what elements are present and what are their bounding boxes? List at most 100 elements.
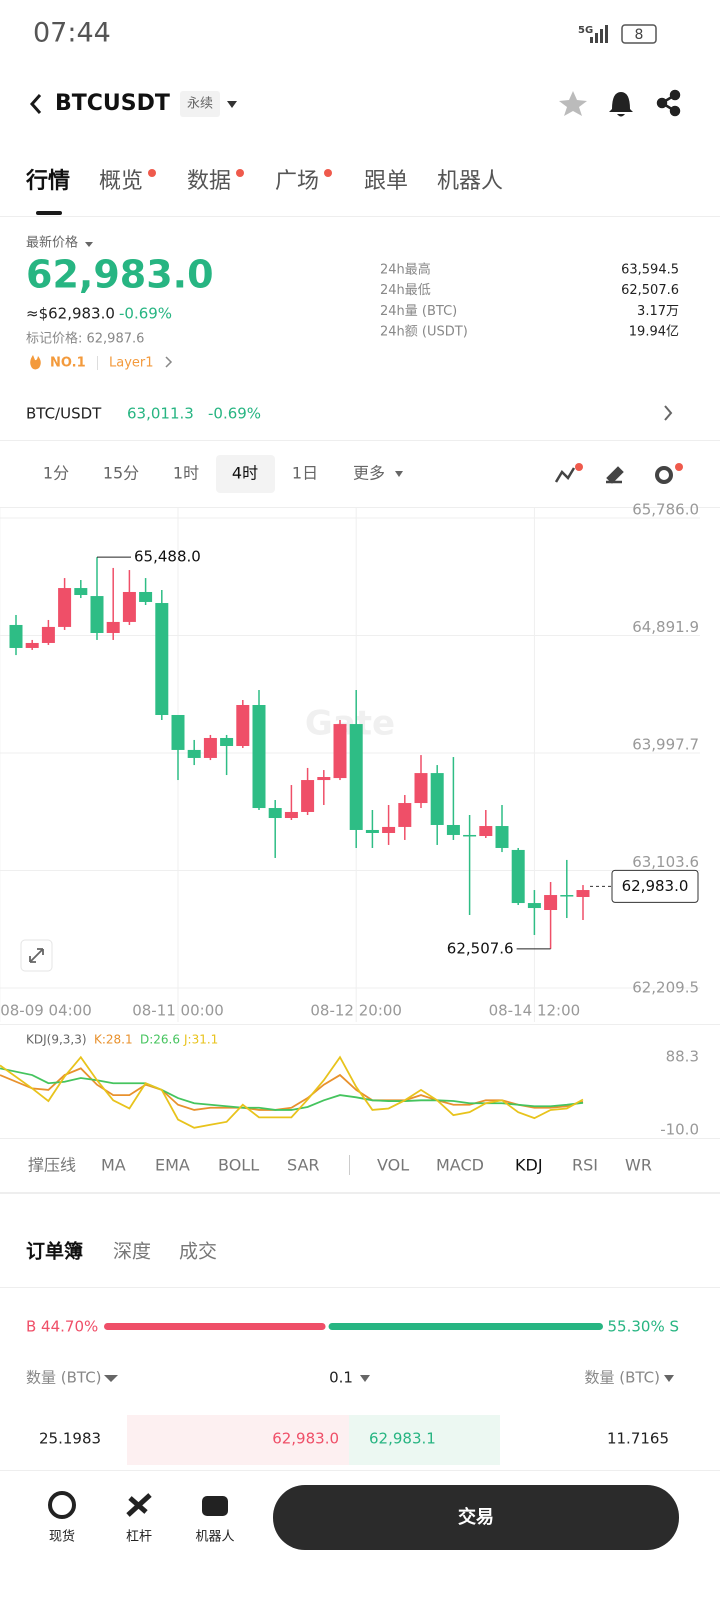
buy-ratio: B 44.70%: [26, 1318, 98, 1336]
tab-underline: [36, 211, 62, 215]
tab[interactable]: 概览: [99, 169, 143, 194]
stat-label: 24h额 (USDT): [380, 325, 468, 340]
candle-body: [414, 773, 428, 804]
tab[interactable]: 跟单: [364, 169, 408, 194]
candle-body: [511, 849, 525, 904]
battery-icon: [621, 24, 657, 44]
dropdown-icon[interactable]: [395, 471, 403, 477]
interval[interactable]: 1分: [43, 464, 69, 483]
interval[interactable]: 1日: [292, 464, 318, 483]
flame-icon: [30, 355, 41, 370]
chevron[interactable]: [165, 356, 173, 368]
star-icon[interactable]: [559, 91, 587, 116]
column-header: 数量 (BTC): [584, 1369, 660, 1387]
last-price-box: [611, 869, 699, 903]
last-price-label: 62,983.0: [622, 877, 689, 895]
bid-depth: [127, 1415, 349, 1465]
kdj-line: [0, 1067, 584, 1111]
kdj-line: [0, 1055, 584, 1129]
active-interval: [216, 455, 275, 493]
settings-icon[interactable]: [655, 466, 673, 484]
price-label: 最新价格: [26, 235, 78, 251]
column-header: 数量 (BTC): [26, 1369, 102, 1387]
candle-body: [171, 714, 185, 750]
back-icon[interactable]: [29, 94, 42, 114]
nav-label[interactable]: 机器人: [195, 1530, 234, 1545]
candle-body: [9, 624, 23, 648]
indicator-tab[interactable]: SAR: [287, 1156, 320, 1175]
candle-body: [284, 811, 298, 819]
y-tick-label: 63,997.7: [632, 736, 699, 754]
candle-body: [544, 895, 558, 911]
legend-entry: J:31.1: [183, 1033, 218, 1047]
candle-body: [301, 780, 315, 812]
robot-icon[interactable]: [202, 1496, 228, 1516]
indicator-tab[interactable]: RSI: [572, 1156, 598, 1175]
indicator-tab[interactable]: KDJ: [515, 1156, 543, 1175]
sell-ratio: 55.30% S: [608, 1318, 679, 1336]
stat-value: 3.17万: [637, 304, 679, 319]
stat-value: 62,507.6: [621, 283, 679, 298]
y-tick-label: -10.0: [660, 1121, 699, 1139]
indicator-tab[interactable]: MA: [101, 1156, 126, 1175]
spot-icon[interactable]: [48, 1491, 76, 1519]
rank: NO.1: [50, 356, 86, 371]
indicator-icon[interactable]: [554, 467, 576, 483]
candle-body: [106, 621, 120, 633]
margin-icon[interactable]: [126, 1493, 152, 1517]
network: 5G: [578, 25, 593, 36]
chevron[interactable]: [664, 405, 673, 421]
tag: 永续: [187, 97, 213, 112]
trade-button-label[interactable]: 交易: [458, 1506, 494, 1528]
indicator-tab[interactable]: VOL: [377, 1156, 409, 1175]
candle-body: [317, 777, 331, 781]
battery: 8: [635, 27, 644, 43]
bell-icon[interactable]: [609, 92, 633, 117]
candle-body: [236, 705, 250, 747]
interval[interactable]: 1时: [173, 464, 199, 483]
x-tick-label: 08-12 20:00: [310, 1002, 402, 1020]
legend-entry: D:26.6: [140, 1033, 180, 1047]
tab[interactable]: 广场: [275, 169, 319, 194]
orderbook-tab[interactable]: 订单簿: [26, 1240, 83, 1263]
indicator-tab[interactable]: 撑压线: [28, 1156, 76, 1175]
dropdown-icon[interactable]: [227, 101, 237, 108]
share-icon[interactable]: [656, 89, 681, 117]
indicator-tab[interactable]: BOLL: [218, 1156, 259, 1175]
interval[interactable]: 15分: [103, 464, 139, 483]
draw-icon[interactable]: [606, 466, 624, 484]
orderbook-tab[interactable]: 成交: [179, 1241, 217, 1263]
candle-body: [155, 603, 169, 715]
column-header[interactable]: 0.1: [329, 1369, 353, 1387]
symbol[interactable]: BTCUSDT: [55, 91, 170, 116]
tab[interactable]: 数据: [187, 169, 231, 194]
spot-pair[interactable]: BTC/USDT: [26, 405, 102, 423]
tag-bg: [180, 91, 220, 117]
candle-body: [41, 626, 55, 643]
tab[interactable]: 行情: [25, 168, 70, 194]
candle-body: [560, 895, 574, 897]
indicator-tab[interactable]: MACD: [436, 1156, 484, 1175]
stat-value: 19.94亿: [629, 325, 679, 340]
interval[interactable]: 更多: [353, 464, 385, 483]
nav-label[interactable]: 杠杆: [126, 1529, 152, 1545]
trade-button[interactable]: [273, 1485, 679, 1550]
last-price: 62,983.0: [26, 253, 214, 297]
tab[interactable]: 机器人: [437, 169, 503, 194]
candle-body: [58, 588, 72, 627]
y-tick-label: 65,786.0: [632, 501, 699, 519]
nav-label[interactable]: 现货: [49, 1529, 75, 1545]
high-label: 65,488.0: [134, 548, 201, 566]
candle-body: [430, 773, 444, 825]
orderbook-tab[interactable]: 深度: [113, 1241, 151, 1263]
indicator-tab[interactable]: WR: [625, 1156, 652, 1175]
tab-dots: [148, 169, 683, 471]
sector[interactable]: Layer1: [109, 356, 154, 371]
candle-body: [495, 826, 509, 848]
interval[interactable]: 4时: [232, 464, 258, 483]
indicator-tab[interactable]: EMA: [155, 1156, 190, 1175]
stat-label: 24h最低: [380, 283, 431, 298]
bid-amount: 25.1983: [39, 1430, 101, 1448]
usd-price: ≈$62,983.0: [26, 305, 115, 323]
